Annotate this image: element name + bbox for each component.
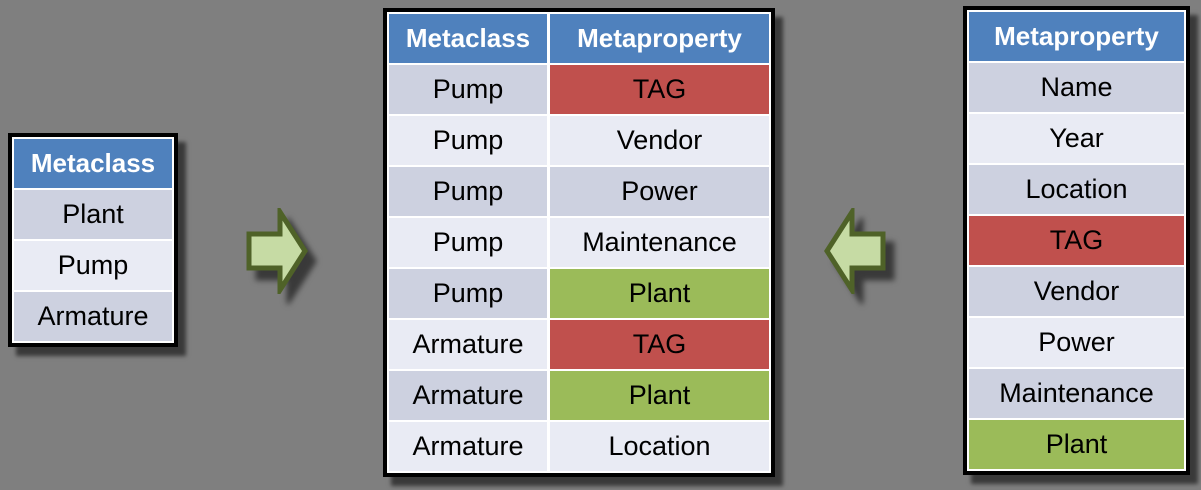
table-cell: Armature xyxy=(389,371,547,420)
table-row: Location xyxy=(969,165,1184,214)
right-arrow-icon xyxy=(246,208,308,294)
table-cell: Vendor xyxy=(550,116,769,165)
table-cell: Armature xyxy=(389,320,547,369)
table-cell-highlight-red: TAG xyxy=(550,320,769,369)
table-row: Maintenance xyxy=(969,369,1184,418)
table-cell: Pump xyxy=(389,116,547,165)
left-arrow-icon xyxy=(824,208,886,294)
table-cell: Power xyxy=(550,167,769,216)
table-cell: Maintenance xyxy=(550,218,769,267)
table-row: Plant xyxy=(14,190,172,239)
table-row: Armature xyxy=(14,292,172,341)
metaproperty-table-header: Metaproperty xyxy=(969,12,1184,61)
mapping-table: Metaclass Metaproperty Pump TAG Pump Ven… xyxy=(383,8,775,477)
mapping-table-header-metaclass: Metaclass xyxy=(389,14,547,63)
table-row-highlight-green: Plant xyxy=(969,420,1184,469)
table-row: Power xyxy=(969,318,1184,367)
table-row: Vendor xyxy=(969,267,1184,316)
table-cell-highlight-green: Plant xyxy=(550,269,769,318)
table-cell-highlight-red: TAG xyxy=(550,65,769,114)
table-row: Name xyxy=(969,63,1184,112)
right-to-center-arrow xyxy=(824,208,886,294)
table-cell-highlight-green: Plant xyxy=(550,371,769,420)
table-cell: Pump xyxy=(389,269,547,318)
table-cell: Pump xyxy=(389,167,547,216)
table-cell: Armature xyxy=(389,422,547,471)
table-row-highlight-red: TAG xyxy=(969,216,1184,265)
table-row: Pump xyxy=(14,241,172,290)
metaclass-table-header: Metaclass xyxy=(14,139,172,188)
table-cell: Location xyxy=(550,422,769,471)
metaproperty-table: Metaproperty Name Year Location TAG Vend… xyxy=(963,6,1190,475)
table-cell: Pump xyxy=(389,65,547,114)
table-row: Year xyxy=(969,114,1184,163)
mapping-table-header-metaproperty: Metaproperty xyxy=(550,14,769,63)
left-to-center-arrow xyxy=(246,208,308,294)
table-cell: Pump xyxy=(389,218,547,267)
metaclass-table: Metaclass Plant Pump Armature xyxy=(8,133,178,347)
